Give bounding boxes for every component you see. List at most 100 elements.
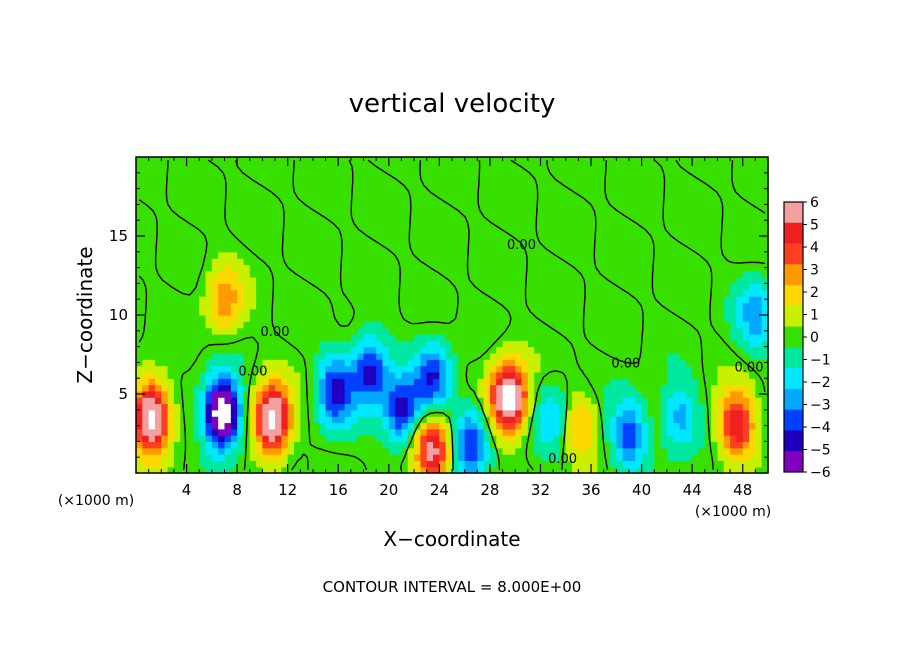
- field-cell: [388, 296, 396, 303]
- field-cell: [350, 435, 358, 442]
- field-cell: [205, 169, 213, 177]
- field-cell: [673, 277, 681, 284]
- field-cell: [515, 333, 523, 341]
- field-cell: [527, 213, 535, 221]
- field-cell: [420, 416, 428, 424]
- field-cell: [388, 308, 396, 316]
- field-cell: [616, 163, 624, 171]
- field-cell: [628, 289, 636, 297]
- field-cell: [433, 182, 440, 190]
- field-cell: [679, 308, 687, 316]
- field-cell: [755, 283, 763, 291]
- field-cell: [275, 157, 282, 164]
- field-cell: [186, 239, 194, 247]
- field-cell: [647, 213, 655, 221]
- field-cell: [470, 321, 478, 329]
- field-cell: [350, 384, 358, 392]
- field-cell: [489, 201, 497, 209]
- field-cell: [616, 201, 624, 209]
- field-cell: [704, 454, 712, 461]
- field-cell: [565, 378, 573, 386]
- field-cell: [439, 447, 447, 455]
- field-cell: [237, 213, 245, 221]
- field-cell: [489, 163, 497, 171]
- field-cell: [502, 283, 510, 291]
- field-cell: [173, 435, 181, 442]
- field-cell: [262, 245, 270, 253]
- field-cell: [395, 213, 403, 221]
- field-cell: [363, 365, 371, 373]
- field-cell: [635, 454, 643, 461]
- field-cell: [635, 397, 643, 405]
- field-cell: [161, 296, 169, 303]
- field-cell: [540, 188, 548, 196]
- field-cell: [382, 340, 390, 348]
- field-cell: [730, 239, 737, 247]
- field-cell: [407, 251, 415, 259]
- field-cell: [363, 308, 371, 316]
- field-cell: [369, 428, 377, 436]
- field-cell: [723, 157, 731, 164]
- field-cell: [167, 454, 175, 461]
- field-cell: [445, 409, 453, 417]
- field-cell: [401, 428, 409, 436]
- field-cell: [230, 428, 238, 436]
- field-cell: [395, 441, 403, 449]
- field-cell: [673, 289, 681, 297]
- field-cell: [679, 157, 687, 164]
- field-cell: [572, 327, 579, 335]
- field-cell: [180, 384, 188, 392]
- field-cell: [180, 188, 188, 196]
- field-cell: [350, 207, 358, 215]
- field-cell: [256, 428, 263, 436]
- field-cell: [136, 340, 143, 348]
- field-cell: [407, 277, 415, 284]
- field-cell: [647, 201, 655, 209]
- field-cell: [237, 447, 245, 455]
- field-cell: [483, 422, 491, 430]
- field-cell: [546, 441, 554, 449]
- field-cell: [685, 378, 693, 386]
- field-cell: [369, 327, 377, 335]
- field-cell: [376, 264, 384, 272]
- field-cell: [281, 245, 289, 253]
- field-cell: [439, 226, 447, 234]
- field-cell: [755, 428, 763, 436]
- field-cell: [508, 321, 516, 329]
- field-cell: [730, 251, 737, 259]
- field-cell: [483, 447, 491, 455]
- field-cell: [287, 220, 295, 228]
- field-cell: [180, 333, 188, 341]
- field-cell: [666, 454, 674, 461]
- field-cell: [527, 384, 535, 392]
- field-cell: [717, 296, 725, 303]
- field-cell: [502, 333, 510, 341]
- field-cell: [199, 378, 207, 386]
- field-cell: [154, 157, 162, 164]
- field-cell: [312, 365, 320, 373]
- field-cell: [603, 289, 611, 297]
- field-cell: [508, 175, 516, 183]
- field-cell: [477, 346, 485, 354]
- field-cell: [350, 213, 358, 221]
- field-cell: [704, 157, 712, 164]
- field-cell: [319, 447, 327, 455]
- field-cell: [565, 460, 573, 468]
- field-cell: [167, 308, 175, 316]
- field-cell: [723, 371, 731, 379]
- field-cell: [306, 194, 314, 202]
- field-cell: [616, 428, 624, 436]
- field-cell: [660, 163, 668, 171]
- field-cell: [433, 201, 440, 209]
- field-cell: [458, 435, 466, 442]
- field-cell: [622, 428, 630, 436]
- field-cell: [597, 340, 605, 348]
- field-cell: [325, 321, 333, 329]
- field-cell: [641, 283, 649, 291]
- field-cell: [275, 390, 282, 398]
- field-cell: [483, 157, 491, 164]
- field-cell: [565, 321, 573, 329]
- field-cell: [483, 182, 491, 190]
- field-cell: [527, 327, 535, 335]
- field-cell: [325, 226, 333, 234]
